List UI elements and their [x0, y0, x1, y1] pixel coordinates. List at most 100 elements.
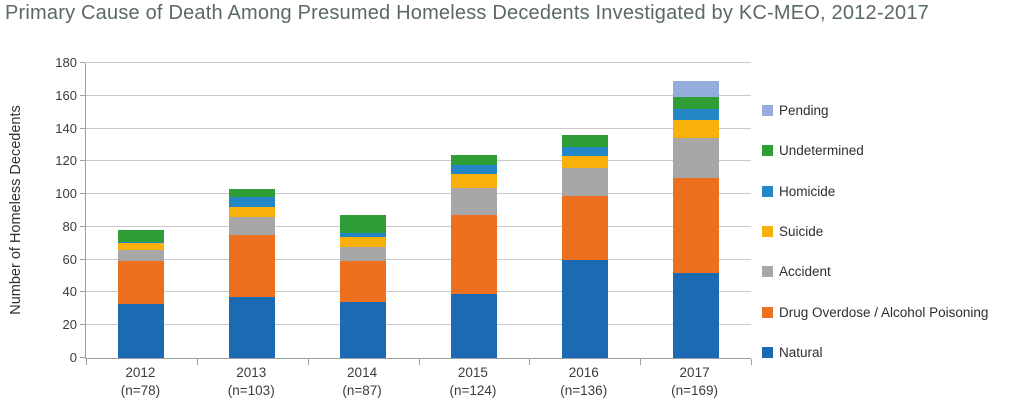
bar-segment-homicide-2015 [451, 165, 497, 174]
gridline-120 [86, 160, 751, 161]
legend-item-homicide: Homicide [762, 183, 836, 199]
bar-segment-undetermined-2013 [229, 189, 275, 197]
x-tickmark-0 [86, 359, 87, 365]
legend-label: Suicide [779, 223, 824, 239]
x-label-year: 2014 [347, 365, 378, 380]
bar-segment-drug-overdose-alcohol-poisoning-2017 [673, 178, 719, 273]
y-tick-label-160: 160 [55, 88, 77, 103]
x-tickmark-1 [197, 359, 198, 365]
x-label-year: 2012 [125, 365, 156, 380]
bar-segment-accident-2015 [451, 188, 497, 215]
x-label-2017: 2017 (n=169) [639, 364, 750, 400]
bar-segment-suicide-2014 [340, 237, 386, 247]
y-tickmark-180 [80, 62, 85, 63]
legend-swatch-icon [762, 346, 773, 358]
y-tickmark-20 [80, 324, 85, 325]
x-label-year: 2017 [679, 365, 710, 380]
x-label-2012: 2012 (n=78) [85, 364, 196, 400]
legend-item-accident: Accident [762, 264, 831, 279]
x-label-2014: 2014 (n=87) [307, 364, 418, 400]
legend-swatch-icon [762, 265, 773, 277]
bar-segment-drug-overdose-alcohol-poisoning-2013 [229, 235, 275, 297]
x-label-year: 2015 [457, 365, 488, 380]
y-tick-label-140: 140 [55, 121, 77, 136]
legend-item-drug-overdose-alcohol-poisoning: Drug Overdose / Alcohol Poisoning [762, 305, 988, 320]
bar-segment-suicide-2012 [118, 243, 164, 250]
x-label-n-count: (n=124) [449, 383, 497, 398]
x-tickmark-6 [751, 359, 752, 365]
legend-swatch-icon [762, 306, 773, 318]
y-tick-label-20: 20 [62, 317, 77, 332]
y-tick-label-80: 80 [62, 219, 77, 234]
gridline-180 [86, 62, 751, 63]
legend: Pending Undetermined Homicide Suicide Accide… [762, 0, 1022, 417]
y-tickmark-80 [80, 226, 85, 227]
bar-segment-accident-2017 [673, 138, 719, 178]
bar-segment-drug-overdose-alcohol-poisoning-2016 [562, 196, 608, 260]
y-tickmark-60 [80, 259, 85, 260]
bar-segment-drug-overdose-alcohol-poisoning-2014 [340, 261, 386, 302]
bar-segment-homicide-2014 [340, 233, 386, 237]
bar-segment-undetermined-2017 [673, 97, 719, 109]
legend-label: Natural [779, 344, 823, 360]
bar-segment-accident-2013 [229, 217, 275, 235]
bar-segment-homicide-2017 [673, 109, 719, 120]
x-label-n-count: (n=103) [227, 383, 275, 398]
x-label-n-count: (n=87) [342, 383, 382, 398]
legend-item-suicide: Suicide [762, 223, 824, 239]
legend-swatch-icon [762, 144, 773, 156]
y-tick-label-100: 100 [55, 186, 77, 201]
gridline-20 [86, 324, 751, 325]
bar-segment-homicide-2012 [118, 242, 164, 243]
chart-title: Primary Cause of Death Among Presumed Ho… [5, 2, 929, 24]
bar-segment-suicide-2013 [229, 207, 275, 217]
x-tickmark-5 [640, 359, 641, 365]
gridline-80 [86, 226, 751, 227]
y-tick-label-40: 40 [62, 284, 77, 299]
bar-segment-homicide-2013 [229, 197, 275, 207]
y-tick-label-60: 60 [62, 252, 77, 267]
legend-label: Homicide [779, 183, 836, 199]
bar-segment-accident-2016 [562, 168, 608, 196]
bar-segment-natural-2016 [562, 260, 608, 358]
x-tickmark-2 [308, 359, 309, 365]
bar-segment-natural-2012 [118, 304, 164, 358]
bar-segment-natural-2015 [451, 294, 497, 358]
legend-label: Pending [779, 102, 829, 118]
legend-swatch-icon [762, 104, 773, 116]
bar-segment-accident-2014 [340, 247, 386, 261]
bar-segment-drug-overdose-alcohol-poisoning-2012 [118, 261, 164, 304]
x-label-2016: 2016 (n=136) [528, 364, 639, 400]
bar-segment-undetermined-2012 [118, 230, 164, 242]
gridline-100 [86, 193, 751, 194]
bar-segment-natural-2014 [340, 302, 386, 358]
x-tickmark-4 [529, 359, 530, 365]
y-axis-title: Number of Homeless Decedents [8, 105, 24, 315]
legend-item-natural: Natural [762, 344, 823, 360]
bar-segment-undetermined-2016 [562, 135, 608, 147]
y-tickmark-100 [80, 193, 85, 194]
y-tick-label-0: 0 [69, 350, 77, 365]
y-tick-label-120: 120 [55, 153, 77, 168]
legend-label: Undetermined [779, 142, 864, 158]
x-label-n-count: (n=78) [120, 383, 161, 398]
bar-segment-natural-2017 [673, 273, 719, 358]
gridline-40 [86, 291, 751, 292]
bar-segment-natural-2013 [229, 297, 275, 358]
x-label-year: 2013 [236, 365, 267, 380]
plot-area [80, 62, 752, 365]
bar-segment-pending-2017 [673, 81, 719, 97]
bar-segment-homicide-2016 [562, 147, 608, 156]
x-tickmark-3 [419, 359, 420, 365]
y-tick-label-180: 180 [55, 55, 77, 70]
bar-segment-suicide-2016 [562, 156, 608, 168]
legend-item-pending: Pending [762, 102, 829, 118]
legend-item-undetermined: Undetermined [762, 142, 864, 158]
x-label-2015: 2015 (n=124) [418, 364, 529, 400]
x-label-year: 2016 [568, 365, 599, 380]
y-tickmark-120 [80, 160, 85, 161]
legend-swatch-icon [762, 225, 773, 237]
x-label-n-count: (n=136) [560, 383, 608, 398]
gridline-160 [86, 95, 751, 96]
